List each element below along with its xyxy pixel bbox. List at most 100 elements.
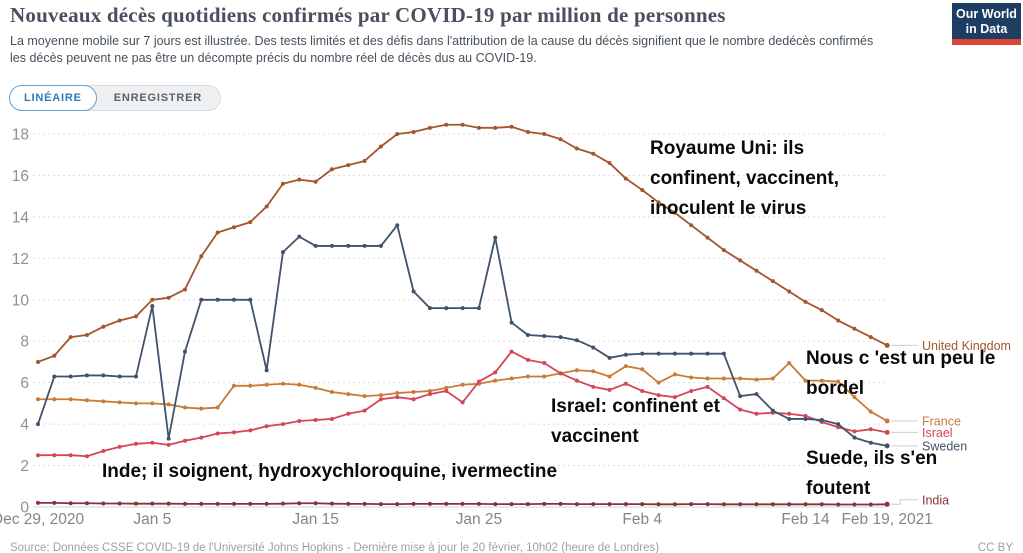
series-dot-israel — [166, 442, 171, 447]
series-dot-united-kingdom — [476, 125, 481, 130]
series-dot-united-kingdom — [362, 158, 367, 163]
series-dot-france — [623, 364, 628, 369]
series-dot-united-kingdom — [182, 287, 187, 292]
series-dot-israel — [868, 427, 873, 432]
series-dot-united-kingdom — [558, 137, 563, 142]
series-dot-sweden — [362, 243, 367, 248]
legend-label-united-kingdom[interactable]: United Kingdom — [922, 339, 1011, 353]
series-dot-united-kingdom — [623, 176, 628, 181]
scale-toggle-linear-button[interactable]: LINÉAIRE — [9, 85, 97, 111]
y-tick-label: 18 — [12, 127, 29, 144]
series-dot-united-kingdom — [721, 248, 726, 253]
series-dot-india — [297, 501, 302, 506]
legend-label-sweden[interactable]: Sweden — [922, 439, 967, 453]
series-dot-india — [395, 502, 400, 507]
series-dot-france — [884, 418, 890, 424]
series-dot-sweden — [509, 320, 514, 325]
y-tick-label: 0 — [20, 500, 29, 517]
series-dot-united-kingdom — [346, 163, 351, 168]
series-dot-israel — [640, 388, 645, 393]
series-dot-sweden — [836, 422, 841, 427]
series-dot-sweden — [182, 349, 187, 354]
logo-line-1: Our World — [956, 7, 1017, 21]
series-dot-israel — [297, 419, 302, 424]
x-tick-label: Feb 4 — [622, 511, 662, 528]
series-dot-israel — [84, 454, 89, 459]
series-dot-united-kingdom — [591, 151, 596, 156]
series-dot-israel — [574, 378, 579, 383]
series-dot-france — [656, 380, 661, 385]
series-dot-israel — [182, 438, 187, 443]
owid-logo[interactable]: Our World in Data — [952, 3, 1021, 45]
series-dot-india — [672, 502, 677, 507]
series-dot-france — [52, 397, 57, 402]
series-dot-sweden — [672, 351, 677, 356]
series-dot-france — [525, 374, 530, 379]
legend-label-india[interactable]: India — [922, 493, 949, 507]
series-dot-united-kingdom — [607, 161, 612, 166]
series-dot-sweden — [803, 416, 808, 421]
series-dot-france — [411, 390, 416, 395]
series-dot-india — [819, 502, 824, 507]
series-dot-france — [248, 383, 253, 388]
series-dot-sweden — [574, 338, 579, 343]
series-dot-israel — [68, 453, 73, 458]
series-dot-united-kingdom — [313, 179, 318, 184]
series-dot-sweden — [199, 297, 204, 302]
y-tick-label: 12 — [12, 251, 29, 268]
series-dot-israel — [525, 357, 530, 362]
series-dot-israel — [623, 381, 628, 386]
series-dot-israel — [754, 411, 759, 416]
series-dot-israel — [689, 388, 694, 393]
series-dot-united-kingdom — [427, 125, 432, 130]
series-dot-india — [231, 501, 236, 506]
series-dot-israel — [884, 429, 890, 435]
series-dot-sweden — [640, 351, 645, 356]
series-dot-india — [378, 502, 383, 507]
series-dot-israel — [362, 408, 367, 413]
series-dot-sweden — [36, 422, 40, 427]
legend-label-france[interactable]: France — [922, 415, 961, 429]
series-dot-france — [672, 372, 677, 377]
series-dot-france — [427, 388, 432, 393]
annotation-france-bordel: Nous c 'est un peu le bordel — [806, 348, 996, 399]
series-dot-united-kingdom — [640, 187, 645, 192]
series-dot-sweden — [705, 351, 710, 356]
series-dot-united-kingdom — [754, 268, 759, 273]
series-dot-france — [199, 406, 204, 411]
series-dot-india — [836, 502, 841, 507]
series-dot-india — [84, 501, 89, 506]
series-dot-sweden — [101, 373, 106, 378]
series-dot-india — [787, 502, 792, 507]
series-dot-india — [640, 502, 645, 507]
x-tick-label: Jan 25 — [456, 511, 503, 528]
series-dot-sweden — [52, 374, 57, 379]
series-dot-united-kingdom — [803, 299, 808, 304]
series-dot-france — [166, 402, 171, 407]
series-dot-india — [607, 502, 612, 507]
series-dot-united-kingdom — [84, 333, 89, 338]
legend-label-israel[interactable]: Israel — [922, 426, 953, 440]
series-dot-india — [868, 502, 873, 507]
series-dot-sweden — [378, 243, 383, 248]
series-dot-sweden — [117, 374, 122, 379]
footer-license-link[interactable]: CC BY — [977, 542, 1013, 553]
series-dot-sweden — [738, 394, 743, 399]
series-dot-france — [150, 401, 155, 406]
series-dot-france — [182, 405, 187, 410]
series-dot-sweden — [346, 243, 351, 248]
save-button[interactable]: ENREGISTRER — [96, 86, 220, 110]
y-tick-label: 2 — [20, 458, 29, 475]
series-dot-india — [656, 502, 661, 507]
series-dot-france — [133, 401, 138, 406]
y-tick-label: 10 — [12, 292, 30, 309]
series-dot-france — [297, 382, 302, 387]
page-subtitle: La moyenne mobile sur 7 jours est illust… — [10, 34, 874, 65]
series-dot-sweden — [884, 443, 890, 449]
series-dot-israel — [346, 411, 351, 416]
series-dot-france — [836, 379, 841, 384]
series-dot-india — [705, 502, 710, 507]
series-dot-india — [280, 501, 285, 506]
series-dot-sweden — [819, 417, 824, 422]
series-dot-sweden — [166, 436, 171, 441]
